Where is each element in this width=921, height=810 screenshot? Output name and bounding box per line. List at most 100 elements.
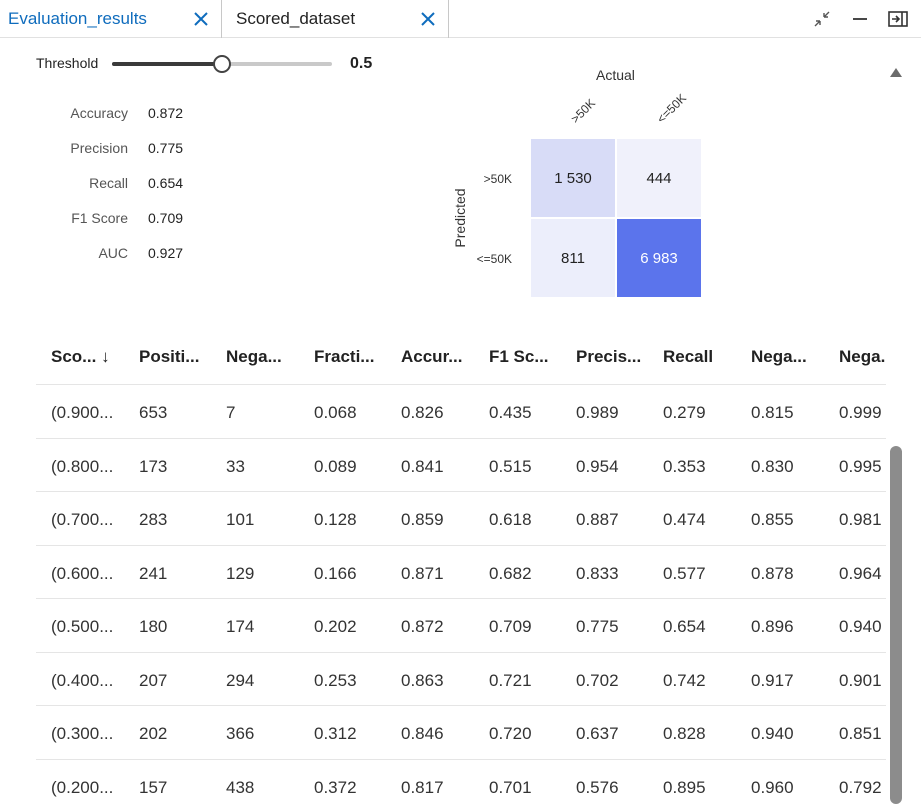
table-cell: 0.701	[489, 777, 532, 797]
table-row[interactable]: (0.900... 653 7 0.068 0.826 0.435 0.989 0.279 0.…	[36, 385, 886, 439]
table-row[interactable]: (0.400... 207 294 0.253 0.863 0.721 0.702 0.742…	[36, 653, 886, 706]
table-cell: 0.999	[839, 403, 882, 422]
column-header[interactable]: Recall	[663, 347, 714, 366]
cm-column-label: <=50K	[654, 91, 690, 126]
tab-evaluation-results[interactable]: Evaluation_results	[0, 0, 222, 38]
table-cell: 0.089	[314, 456, 357, 476]
cm-cell-false-negative: 811	[530, 218, 616, 298]
table-cell: 0.826	[401, 403, 444, 422]
threshold-slider[interactable]	[112, 54, 332, 74]
table-cell: 0.654	[663, 617, 706, 636]
table-cell: 0.166	[314, 563, 357, 583]
table-cell: 0.817	[401, 777, 444, 797]
table-cell: 283	[139, 510, 168, 529]
table-cell: 0.960	[751, 777, 794, 797]
column-header[interactable]: Fracti...	[314, 347, 375, 366]
table-cell: (0.500...	[51, 617, 114, 636]
table-cell: 0.312	[314, 724, 357, 743]
metric-accuracy: Accuracy 0.872	[40, 105, 200, 125]
table-cell: 0.940	[751, 724, 794, 743]
table-cell: (0.800...	[51, 456, 114, 476]
table-row[interactable]: (0.200... 157 438 0.372 0.817 0.701 0.576 0.895…	[36, 760, 886, 810]
table-cell: 0.851	[839, 724, 882, 743]
table-cell: 0.871	[401, 563, 444, 583]
column-header-score-sorted[interactable]: Sco... ↓	[51, 347, 110, 366]
table-cell: 653	[139, 403, 168, 422]
table-cell: 0.940	[839, 617, 882, 636]
table-cell: 33	[226, 456, 245, 476]
tab-scored-dataset[interactable]: Scored_dataset	[222, 0, 449, 38]
table-cell: 0.815	[751, 403, 794, 422]
table-cell: (0.700...	[51, 510, 114, 529]
table-cell: (0.900...	[51, 403, 114, 422]
metric-label: Precision	[70, 140, 128, 156]
table-cell: 0.682	[489, 563, 532, 583]
slider-thumb[interactable]	[213, 55, 231, 73]
column-header[interactable]: Nega.	[839, 347, 886, 366]
table-cell: 0.896	[751, 617, 794, 636]
close-icon[interactable]	[418, 9, 438, 29]
table-cell: 438	[226, 777, 255, 797]
cm-column-label: >50K	[568, 96, 599, 126]
table-cell: (0.300...	[51, 724, 114, 743]
table-cell: 0.954	[576, 456, 619, 476]
table-cell: 0.792	[839, 777, 882, 797]
threshold-value: 0.5	[350, 55, 373, 72]
table-row[interactable]: (0.500... 180 174 0.202 0.872 0.709 0.775 0.654…	[36, 599, 886, 653]
table-cell: 0.618	[489, 510, 532, 529]
table-row[interactable]: (0.700... 283 101 0.128 0.859 0.618 0.887 0.474…	[36, 492, 886, 546]
table-cell: 0.637	[576, 724, 619, 743]
table-cell: 174	[226, 617, 255, 636]
table-cell: 157	[139, 777, 168, 797]
table-cell: 0.981	[839, 510, 882, 529]
column-header[interactable]: Positi...	[139, 347, 200, 366]
table-cell: 7	[226, 403, 236, 422]
table-cell: 0.279	[663, 403, 706, 422]
cm-cell-false-positive: 444	[616, 138, 702, 218]
close-icon[interactable]	[191, 9, 211, 29]
table-cell: 0.721	[489, 670, 532, 690]
table-cell: 0.895	[663, 777, 706, 797]
table-cell: 0.859	[401, 510, 444, 529]
table-cell: (0.200...	[51, 777, 114, 797]
table-cell: 0.917	[751, 670, 794, 690]
table-row[interactable]: (0.600... 241 129 0.166 0.871 0.682 0.833 0.577…	[36, 546, 886, 599]
column-header[interactable]: Precis...	[576, 347, 642, 366]
metric-label: AUC	[98, 245, 128, 261]
table-row[interactable]: (0.800... 173 33 0.089 0.841 0.515 0.954 0.353 0…	[36, 439, 886, 492]
minimize-icon[interactable]	[849, 8, 871, 30]
collapse-icon[interactable]	[811, 8, 833, 30]
table-row[interactable]: (0.300... 202 366 0.312 0.846 0.720 0.637 0.828…	[36, 706, 886, 760]
vertical-scrollbar[interactable]	[886, 38, 910, 810]
metric-value: 0.927	[148, 245, 184, 261]
tab-label: Scored_dataset	[236, 9, 356, 28]
metric-f1-score: F1 Score 0.709	[40, 210, 200, 230]
table-cell: 0.720	[489, 724, 532, 743]
table-cell: 0.995	[839, 456, 882, 476]
table-cell: (0.400...	[51, 670, 114, 690]
scroll-thumb[interactable]	[890, 446, 902, 804]
table-cell: 0.253	[314, 670, 357, 690]
metric-auc: AUC 0.927	[40, 245, 200, 265]
cm-row-label: >50K	[483, 172, 512, 186]
table-cell: 0.964	[839, 563, 882, 583]
column-header[interactable]: F1 Sc...	[489, 347, 549, 366]
undock-icon[interactable]	[887, 8, 909, 30]
table-cell: 180	[139, 617, 168, 636]
cm-cell-true-negative: 6 983	[616, 218, 702, 298]
scroll-up-arrow-icon[interactable]	[890, 68, 902, 77]
table-cell: 0.068	[314, 403, 357, 422]
table-cell: 0.863	[401, 670, 444, 690]
tab-label: Evaluation_results	[8, 9, 147, 28]
table-cell: 0.702	[576, 670, 619, 690]
column-header[interactable]: Nega...	[226, 347, 282, 366]
table-cell: 202	[139, 724, 168, 743]
table-cell: 0.709	[489, 617, 532, 636]
metric-value: 0.872	[148, 105, 184, 121]
metric-label: Recall	[89, 175, 128, 191]
table-cell: 0.775	[576, 617, 619, 636]
table-cell: 366	[226, 724, 255, 743]
column-header[interactable]: Nega...	[751, 347, 807, 366]
table-cell: 0.828	[663, 724, 706, 743]
column-header[interactable]: Accur...	[401, 347, 463, 366]
